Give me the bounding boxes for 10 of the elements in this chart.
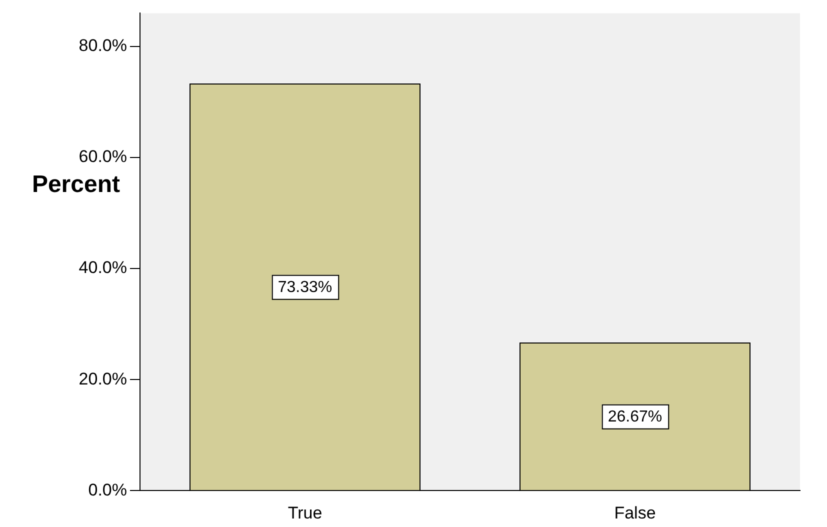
y-tick-label: 60.0%: [78, 147, 127, 166]
x-tick-label: True: [288, 503, 322, 522]
x-tick-label: False: [614, 503, 656, 522]
y-axis-title: Percent: [32, 170, 120, 198]
y-tick-label: 80.0%: [78, 36, 127, 56]
y-tick-label: 0.0%: [88, 480, 127, 500]
y-tick-label: 40.0%: [78, 258, 127, 278]
y-tick-label: 20.0%: [78, 369, 127, 388]
data-label: 26.67%: [608, 408, 662, 426]
data-label: 73.33%: [278, 279, 332, 296]
